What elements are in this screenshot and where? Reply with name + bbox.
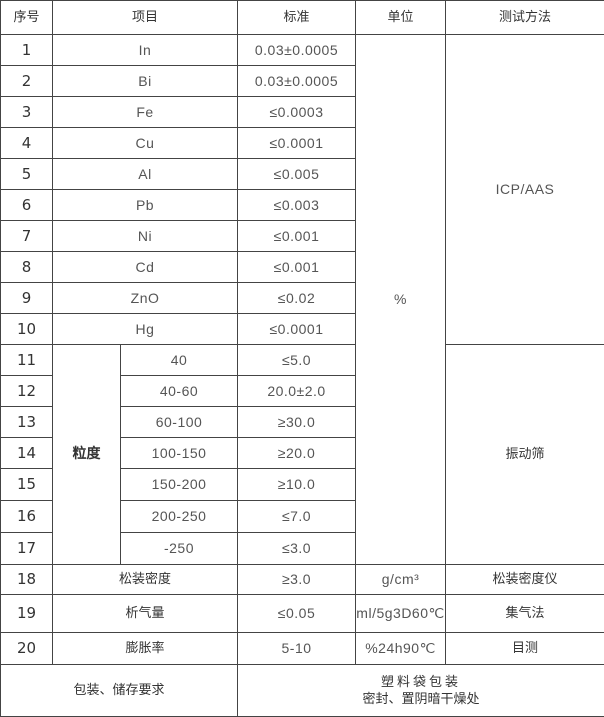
header-standard: 标准	[237, 0, 357, 35]
row-standard: ≥10.0	[237, 468, 357, 501]
row-standard: ≥3.0	[237, 564, 357, 595]
row-method: 目测	[445, 632, 604, 665]
row-number: 19	[0, 594, 53, 633]
table-row: 11 粒度 40 ≤5.0 振动筛	[0, 344, 604, 565]
packaging-label: 包装、储存要求	[0, 664, 239, 717]
row-number: 10	[0, 313, 53, 345]
row-item: Cd	[51, 251, 239, 283]
row-standard: 0.03±0.0005	[237, 65, 357, 97]
row-number: 5	[0, 158, 53, 190]
row-number: 14	[0, 437, 53, 469]
row-method: 集气法	[445, 594, 604, 633]
row-mesh: 200-250	[119, 500, 239, 533]
row-item: ZnO	[51, 282, 239, 314]
row-standard: ≤0.005	[237, 158, 357, 190]
method-sieve: 振动筛	[445, 344, 604, 565]
row-standard: ≤0.0003	[237, 96, 357, 128]
header-no: 序号	[0, 0, 53, 35]
row-standard: ≤0.02	[237, 282, 357, 314]
row-number: 3	[0, 96, 53, 128]
row-standard: ≤0.0001	[237, 313, 357, 345]
table-row: 14 100-150 ≥20.0	[0, 437, 604, 469]
row-number: 9	[0, 282, 53, 314]
table-row: 12 40-60 20.0±2.0	[0, 375, 604, 407]
table-row: 19 析气量 ≤0.05 ml/5g3D60℃ 集气法	[0, 594, 604, 633]
row-number: 17	[0, 532, 53, 565]
row-number: 11	[0, 344, 53, 376]
header-method: 测试方法	[445, 0, 604, 35]
row-mesh: 40	[119, 344, 239, 376]
row-unit: ml/5g3D60℃	[355, 594, 447, 633]
row-standard: ≤7.0	[237, 500, 357, 533]
table-row: 序号 项目 标准 单位 测试方法	[0, 0, 604, 35]
row-number: 4	[0, 127, 53, 159]
row-standard: ≥20.0	[237, 437, 357, 469]
row-mesh: 40-60	[119, 375, 239, 407]
row-mesh: -250	[119, 532, 239, 565]
table-row: 9 ZnO ≤0.02	[0, 282, 604, 314]
header-item: 项目	[51, 0, 239, 35]
row-item: Al	[51, 158, 239, 190]
row-number: 20	[0, 632, 53, 665]
packaging-line2: 密封、置阴暗干燥处	[362, 691, 480, 707]
row-number: 8	[0, 251, 53, 283]
table-row: 2 Bi 0.03±0.0005	[0, 65, 604, 97]
table-row: 6 Pb ≤0.003	[0, 189, 604, 221]
row-item: Cu	[51, 127, 239, 159]
row-item: 膨胀率	[51, 632, 239, 665]
row-mesh: 60-100	[119, 406, 239, 438]
row-standard: ≤0.001	[237, 251, 357, 283]
table-row: 1 In 0.03±0.0005% ICP/AAS	[0, 34, 604, 565]
row-item: 松装密度	[51, 564, 239, 595]
table-row: 17 -250 ≤3.0	[0, 532, 604, 565]
table-row: 16 200-250 ≤7.0	[0, 500, 604, 533]
row-standard: ≤0.001	[237, 220, 357, 252]
row-standard: 20.0±2.0	[237, 375, 357, 407]
row-mesh: 100-150	[119, 437, 239, 469]
row-item: Hg	[51, 313, 239, 345]
granularity-label: 粒度	[52, 344, 121, 565]
table-row: 18 松装密度 ≥3.0 g/cm³ 松装密度仪	[0, 564, 604, 595]
row-item: Ni	[51, 220, 239, 252]
row-mesh: 150-200	[119, 468, 239, 501]
row-number: 13	[0, 406, 53, 438]
table-row: 3 Fe ≤0.0003	[0, 96, 604, 128]
row-item: Fe	[51, 96, 239, 128]
row-unit: g/cm³	[355, 564, 447, 595]
table-row: 5 Al ≤0.005	[0, 158, 604, 190]
unit-percent: %	[355, 34, 447, 565]
table-row: 包装、储存要求 塑料袋包装 密封、置阴暗干燥处	[0, 664, 604, 717]
row-item: 析气量	[51, 594, 239, 633]
row-number: 1	[0, 34, 53, 66]
row-number: 18	[0, 564, 53, 595]
row-number: 12	[0, 375, 53, 407]
header-unit: 单位	[355, 0, 447, 35]
row-standard: 0.03±0.0005	[237, 34, 357, 66]
row-standard: ≤0.0001	[237, 127, 357, 159]
row-number: 6	[0, 189, 53, 221]
row-number: 16	[0, 500, 53, 533]
row-item: In	[51, 34, 239, 66]
table-row: 8 Cd ≤0.001	[0, 251, 604, 283]
table-row: 15 150-200 ≥10.0	[0, 468, 604, 501]
row-unit: %24h90℃	[355, 632, 447, 665]
row-standard: 5-10	[237, 632, 357, 665]
table-row: 20 膨胀率 5-10 %24h90℃ 目测	[0, 632, 604, 665]
row-number: 15	[0, 468, 53, 501]
row-standard: ≤0.05	[237, 594, 357, 633]
row-standard: ≤5.0	[237, 344, 357, 376]
row-item: Pb	[51, 189, 239, 221]
row-method: 松装密度仪	[445, 564, 604, 595]
row-standard: ≤3.0	[237, 532, 357, 565]
row-standard: ≤0.003	[237, 189, 357, 221]
row-item: Bi	[51, 65, 239, 97]
table-row: 10 Hg ≤0.0001	[0, 313, 604, 345]
row-standard: ≥30.0	[237, 406, 357, 438]
packaging-line1: 塑料袋包装	[381, 674, 462, 690]
method-icp: ICP/AAS	[445, 34, 604, 345]
row-number: 2	[0, 65, 53, 97]
packaging-value: 塑料袋包装 密封、置阴暗干燥处	[237, 664, 604, 717]
row-number: 7	[0, 220, 53, 252]
